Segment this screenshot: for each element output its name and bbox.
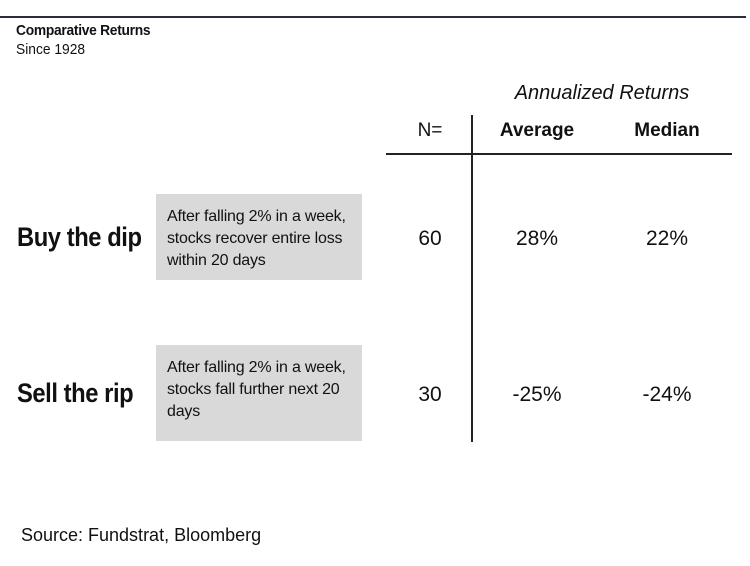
column-header-average: Average: [499, 120, 575, 141]
header-rule: [386, 153, 732, 155]
column-header-n: N=: [417, 120, 443, 141]
cell-average-sell-the-rip: -25%: [512, 383, 562, 406]
cell-n-buy-the-dip: 60: [418, 227, 442, 250]
row-label-buy-the-dip: Buy the dip: [17, 222, 142, 252]
row-label-sell-the-rip: Sell the rip: [17, 378, 134, 408]
chart-subtitle: Since 1928: [16, 41, 86, 58]
chart-title: Comparative Returns: [16, 22, 151, 39]
cell-median-sell-the-rip: -24%: [642, 383, 692, 406]
cell-n-sell-the-rip: 30: [418, 383, 442, 406]
row-description-sell-the-rip: After falling 2% in a week, stocks fall …: [156, 345, 362, 441]
column-header-median: Median: [634, 120, 700, 141]
top-rule: [0, 16, 746, 18]
cell-average-buy-the-dip: 28%: [515, 227, 559, 250]
source-note: Source: Fundstrat, Bloomberg: [21, 525, 262, 545]
column-group-title: Annualized Returns: [514, 82, 690, 104]
cell-median-buy-the-dip: 22%: [645, 227, 689, 250]
column-divider: [471, 115, 473, 442]
row-description-buy-the-dip: After falling 2% in a week, stocks recov…: [156, 194, 362, 280]
